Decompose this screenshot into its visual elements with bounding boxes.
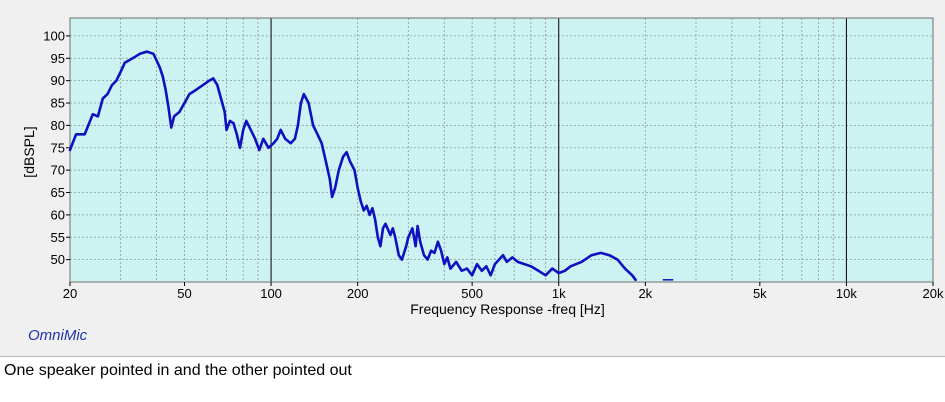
x-tick-label: 500 bbox=[461, 286, 483, 301]
y-tick-label: 55 bbox=[51, 230, 65, 245]
y-tick-label: 60 bbox=[51, 207, 65, 222]
x-tick-label: 2k bbox=[638, 286, 652, 301]
y-tick-label: 90 bbox=[51, 73, 65, 88]
y-tick-label: 100 bbox=[43, 28, 65, 43]
x-tick-label: 5k bbox=[753, 286, 767, 301]
x-tick-label: 1k bbox=[552, 286, 566, 301]
x-tick-label: 20k bbox=[923, 286, 944, 301]
omnimic-watermark: OmniMic bbox=[28, 327, 88, 344]
x-tick-label: 100 bbox=[260, 286, 282, 301]
caption-text: One speaker pointed in and the other poi… bbox=[4, 362, 352, 379]
y-axis-title: [dBSPL] bbox=[21, 126, 37, 177]
y-tick-label: 50 bbox=[51, 252, 65, 267]
y-tick-label: 80 bbox=[51, 118, 65, 133]
y-tick-label: 65 bbox=[51, 185, 65, 200]
divider bbox=[0, 356, 945, 357]
plot-layer: 50 55 60 65 70 75 80 85 90 95 100 20 50 100 200 500 1k 2k… bbox=[21, 17, 944, 317]
y-tick-label: 75 bbox=[51, 140, 65, 155]
x-tick-label: 10k bbox=[836, 286, 857, 301]
y-tick-label: 95 bbox=[51, 51, 65, 66]
x-tick-label: 50 bbox=[177, 286, 191, 301]
x-tick-label: 200 bbox=[347, 286, 369, 301]
y-tick-label: 85 bbox=[51, 96, 65, 111]
frequency-response-chart: 50 55 60 65 70 75 80 85 90 95 100 20 50 100 200 500 1k 2k… bbox=[21, 17, 944, 317]
series-line-0 bbox=[68, 50, 637, 282]
y-tick-label: 70 bbox=[51, 163, 65, 178]
x-tick-label: 20 bbox=[63, 286, 77, 301]
x-axis-title: Frequency Response -freq [Hz] bbox=[410, 301, 605, 317]
chart-window: 50 55 60 65 70 75 80 85 90 95 100 20 50 100 200 500 1k 2k… bbox=[0, 0, 945, 356]
plot-area bbox=[70, 18, 933, 282]
